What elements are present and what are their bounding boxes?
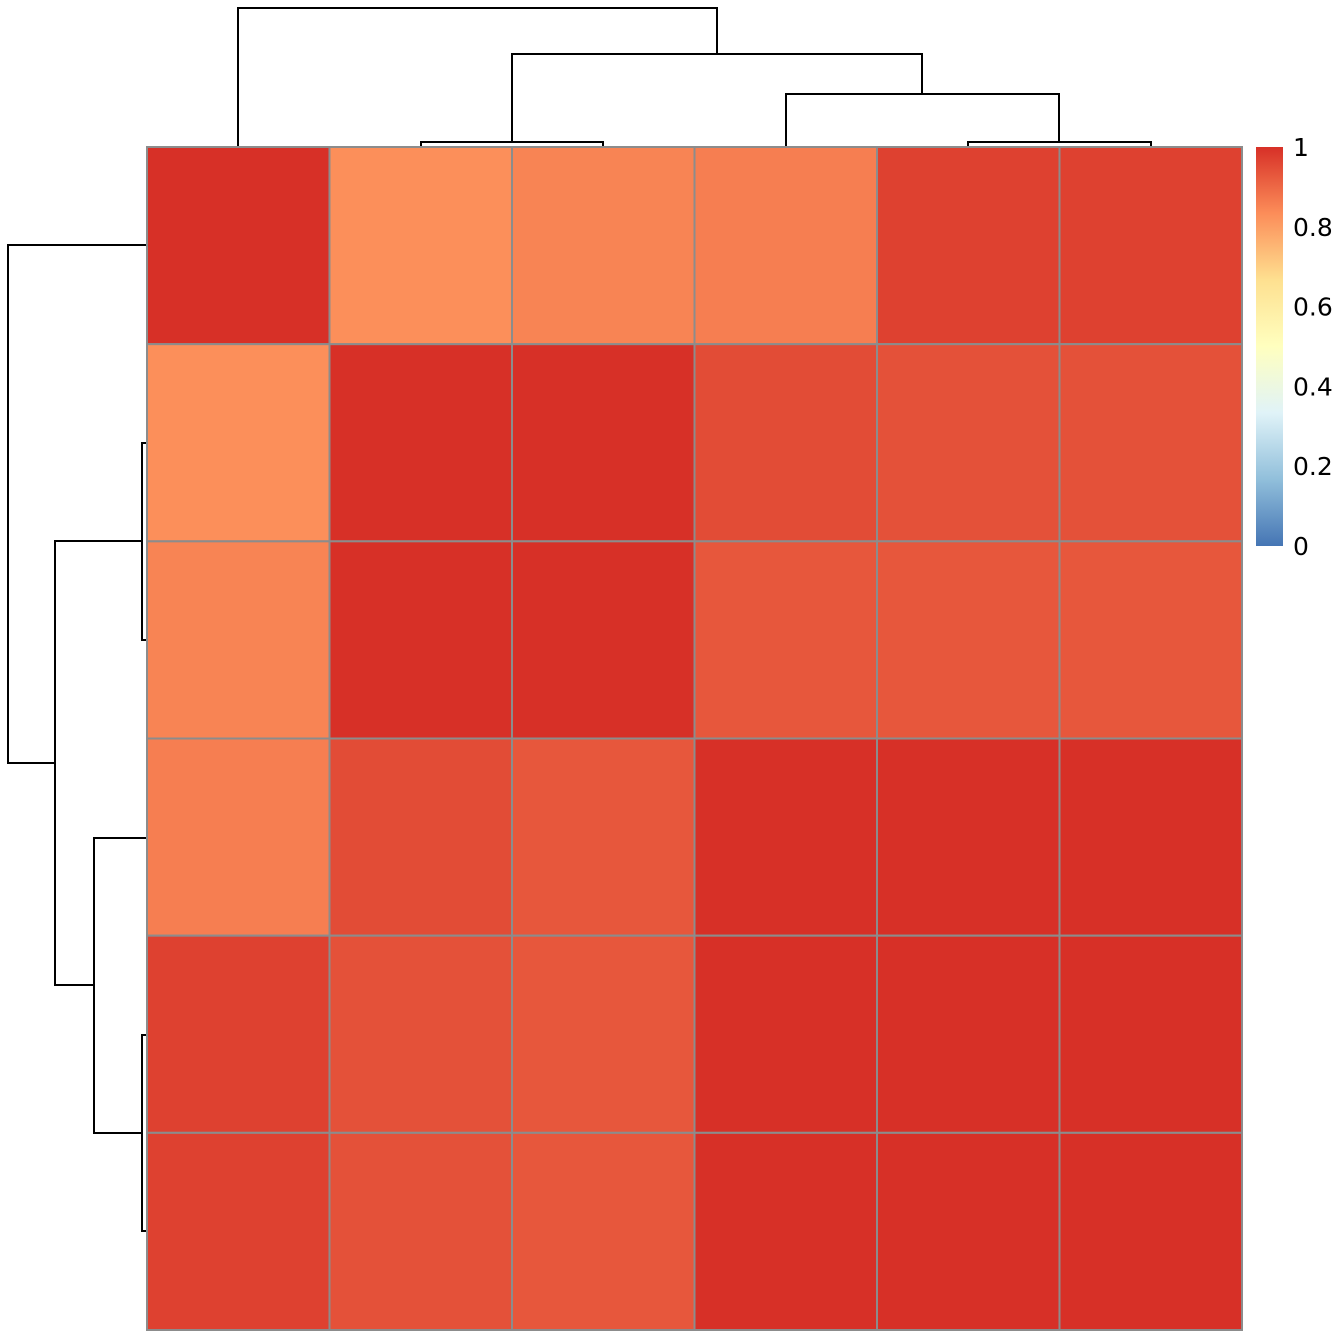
heatmap-cell-r4-c1 — [146, 737, 331, 937]
legend-tick-labels: 0 0.2 0.4 0.6 0.8 1 — [1293, 133, 1333, 561]
heatmap-cell-r1-c5 — [876, 146, 1061, 346]
col-dendro-root-link — [237, 7, 718, 147]
heatmap-cell-r3-c4 — [693, 540, 878, 740]
heatmap-cell-r5-c6 — [1058, 934, 1243, 1134]
heatmap-cell-r4-c2 — [328, 737, 513, 937]
heatmap-cell-r3-c1 — [146, 540, 331, 740]
heatmap-cell-r6-c5 — [876, 1131, 1061, 1332]
legend-tick-label: 0 — [1293, 532, 1309, 561]
row-dendrogram — [7, 244, 147, 1232]
heatmap-cell-r3-c3 — [511, 540, 696, 740]
heatmap-cell-r1-c2 — [328, 146, 513, 346]
heatmap-cell-r3-c6 — [1058, 540, 1243, 740]
legend-color-bar — [1256, 147, 1283, 546]
row-dendro-root-link — [7, 244, 147, 764]
legend-tick-label: 0.4 — [1293, 372, 1333, 401]
color-legend: 0 0.2 0.4 0.6 0.8 1 — [1256, 133, 1333, 561]
row-dendro-link-3 — [93, 837, 147, 1134]
heatmap-cell-r2-c4 — [693, 343, 878, 543]
heatmap-cell-r6-c4 — [693, 1131, 878, 1332]
heatmap-cell-r3-c2 — [328, 540, 513, 740]
heatmap-cell-r4-c3 — [511, 737, 696, 937]
heatmap-cell-r3-c5 — [876, 540, 1061, 740]
heatmap-cell-r1-c3 — [511, 146, 696, 346]
heatmap-cell-r5-c2 — [328, 934, 513, 1134]
column-dendrogram — [237, 7, 1152, 147]
heatmap-cell-r4-c4 — [693, 737, 878, 937]
heatmap-cells — [146, 146, 1243, 1332]
heatmap-cell-r4-c6 — [1058, 737, 1243, 937]
row-dendro-link-2 — [54, 540, 142, 986]
heatmap-cell-r5-c5 — [876, 934, 1061, 1134]
row-dendro-link-5 — [141, 1034, 147, 1232]
heatmap-cell-r1-c6 — [1058, 146, 1243, 346]
heatmap-cell-r1-c4 — [693, 146, 878, 346]
heatmap-cell-r1-c1 — [146, 146, 331, 346]
heatmap-cell-r6-c3 — [511, 1131, 696, 1332]
heatmap-cell-r2-c3 — [511, 343, 696, 543]
heatmap-cell-r6-c6 — [1058, 1131, 1243, 1332]
heatmap-cell-r2-c1 — [146, 343, 331, 543]
heatmap-cell-r5-c4 — [693, 934, 878, 1134]
legend-tick-label: 0.6 — [1293, 293, 1333, 322]
heatmap-cell-r5-c3 — [511, 934, 696, 1134]
heatmap-cell-r2-c6 — [1058, 343, 1243, 543]
legend-tick-label: 0.8 — [1293, 213, 1333, 242]
heatmap-cell-r4-c5 — [876, 737, 1061, 937]
legend-tick-label: 0.2 — [1293, 452, 1333, 481]
col-dendro-link-3 — [785, 93, 1060, 147]
row-dendro-link-4 — [141, 442, 147, 641]
legend-tick-label: 1 — [1293, 133, 1309, 162]
col-dendro-link-2 — [511, 53, 923, 142]
heatmap-cell-r2-c5 — [876, 343, 1061, 543]
col-dendro-link-4 — [420, 141, 604, 147]
heatmap-cell-r5-c1 — [146, 934, 331, 1134]
heatmap-cell-r6-c1 — [146, 1131, 331, 1332]
heatmap-cell-r6-c2 — [328, 1131, 513, 1332]
col-dendro-link-5 — [967, 141, 1152, 147]
heatmap-cell-r2-c2 — [328, 343, 513, 543]
